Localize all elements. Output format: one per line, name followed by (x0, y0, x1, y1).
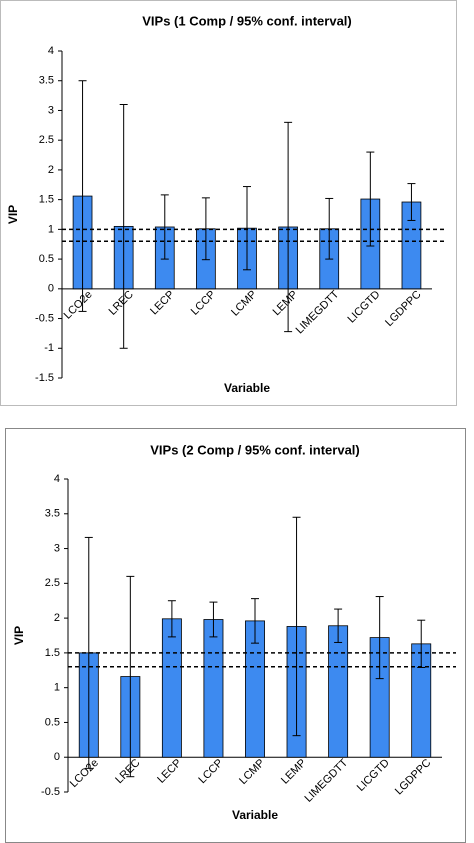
y-tick-label: 0 (48, 283, 54, 295)
y-tick-label: 1.5 (45, 647, 60, 659)
bar (161, 618, 182, 758)
y-tick-label: 3.5 (39, 75, 54, 87)
x-axis-title: Variable (232, 808, 278, 822)
error-bar (78, 80, 87, 312)
error-bar (334, 608, 343, 643)
y-tick-label: 3 (54, 542, 60, 554)
error-bar (284, 121, 293, 333)
error-bar (407, 183, 416, 221)
y-tick-label: 1.5 (39, 194, 54, 206)
error-bar (375, 596, 384, 680)
y-tick-label: 3.5 (45, 508, 60, 520)
y-tick-label: 1 (54, 682, 60, 694)
y-tick-label: -1.5 (35, 372, 54, 384)
error-bar (84, 536, 93, 769)
y-tick-label: 0 (54, 751, 60, 763)
error-bar (160, 194, 169, 260)
y-tick-label: 4 (48, 45, 54, 57)
error-bar (167, 600, 176, 638)
y-tick-label: -0.5 (41, 786, 60, 798)
error-bar (243, 186, 251, 271)
chart-title: VIPs (2 Comp / 95% conf. interval) (150, 442, 360, 457)
y-tick-label: 2 (54, 612, 60, 624)
error-bar (292, 516, 301, 737)
y-tick-label: 0.5 (45, 716, 60, 728)
y-tick-label: 2.5 (39, 134, 54, 146)
y-tick-label: 2 (48, 164, 54, 176)
error-bar (366, 151, 375, 247)
y-tick-label: 0.5 (39, 253, 54, 265)
y-tick-label: 1 (48, 223, 54, 235)
y-tick-label: -0.5 (35, 312, 54, 324)
x-axis-title: Variable (224, 381, 270, 395)
error-bar (119, 104, 128, 349)
y-tick-label: 3 (48, 104, 54, 116)
bar (328, 625, 349, 758)
y-tick-label: 4 (54, 473, 60, 485)
chart-frame (5, 428, 466, 843)
y-axis-title: VIP (6, 205, 20, 224)
y-tick-label: 2.5 (45, 577, 60, 589)
y-axis-title: VIP (12, 626, 26, 645)
error-bar (126, 575, 135, 778)
y-tick-label: -1 (44, 342, 54, 354)
error-bar (209, 601, 218, 638)
bar (203, 619, 224, 758)
chart-frame (0, 0, 457, 406)
chart-title: VIPs (1 Comp / 95% conf. interval) (142, 13, 352, 28)
error-bar (251, 598, 259, 644)
